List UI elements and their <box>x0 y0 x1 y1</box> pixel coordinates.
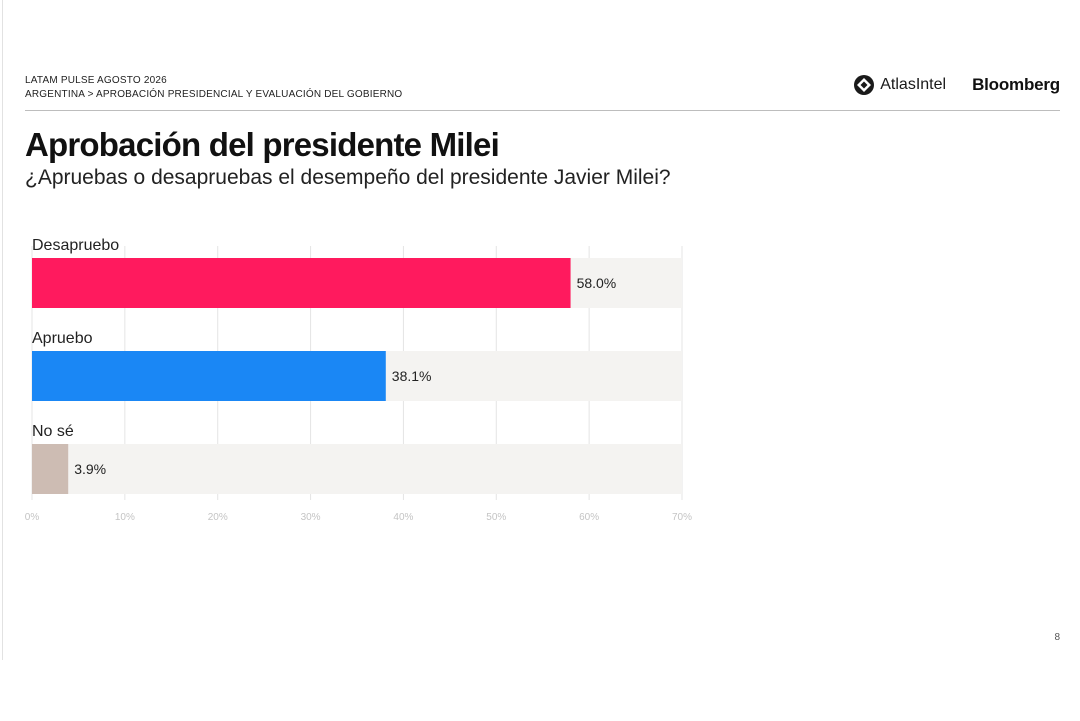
x-axis-ticks: 0% 10% 20% 30% 40% 50% 60% 70% <box>25 512 692 523</box>
atlas-diamond-icon <box>854 75 875 95</box>
category-label-desapruebo: Desapruebo <box>32 237 119 254</box>
x-tick-label-2: 20% <box>208 512 228 523</box>
breadcrumb: ARGENTINA > APROBACIÓN PRESIDENCIAL Y EV… <box>25 89 403 100</box>
x-tick-label-5: 50% <box>486 512 506 523</box>
bar-track-no-se <box>32 444 682 494</box>
brand-logos: AtlasIntel Bloomberg <box>853 72 1060 98</box>
value-label-no-se: 3.9% <box>74 461 106 477</box>
atlasintel-logo: AtlasIntel <box>853 74 946 96</box>
chart-title: Aprobación del presidente Milei <box>25 126 500 163</box>
bloomberg-logo: Bloomberg <box>972 75 1060 94</box>
value-label-desapruebo: 58.0% <box>577 275 617 291</box>
bar-apruebo <box>32 351 386 401</box>
page-number: 8 <box>1054 632 1060 643</box>
category-label-apruebo: Apruebo <box>32 330 93 347</box>
x-tick-label-6: 60% <box>579 512 599 523</box>
bars-layer: Desapruebo 58.0% Apruebo 38.1% No sé 3.9% <box>32 237 682 494</box>
left-margin-rule <box>2 0 3 660</box>
value-label-apruebo: 38.1% <box>392 368 432 384</box>
x-tick-label-0: 0% <box>25 512 40 523</box>
chart-subtitle: ¿Apruebas o desapruebas el desempeño del… <box>25 166 671 189</box>
x-tick-label-7: 70% <box>672 512 692 523</box>
bar-no-se <box>32 444 69 494</box>
bar-desapruebo <box>32 258 571 308</box>
x-tick-label-4: 40% <box>393 512 413 523</box>
category-label-no-se: No sé <box>32 423 74 440</box>
x-tick-label-1: 10% <box>115 512 135 523</box>
header-divider <box>25 110 1060 111</box>
x-tick-label-3: 30% <box>301 512 321 523</box>
atlasintel-wordmark: AtlasIntel <box>880 76 947 93</box>
report-kicker: LATAM PULSE AGOSTO 2026 <box>25 75 167 86</box>
